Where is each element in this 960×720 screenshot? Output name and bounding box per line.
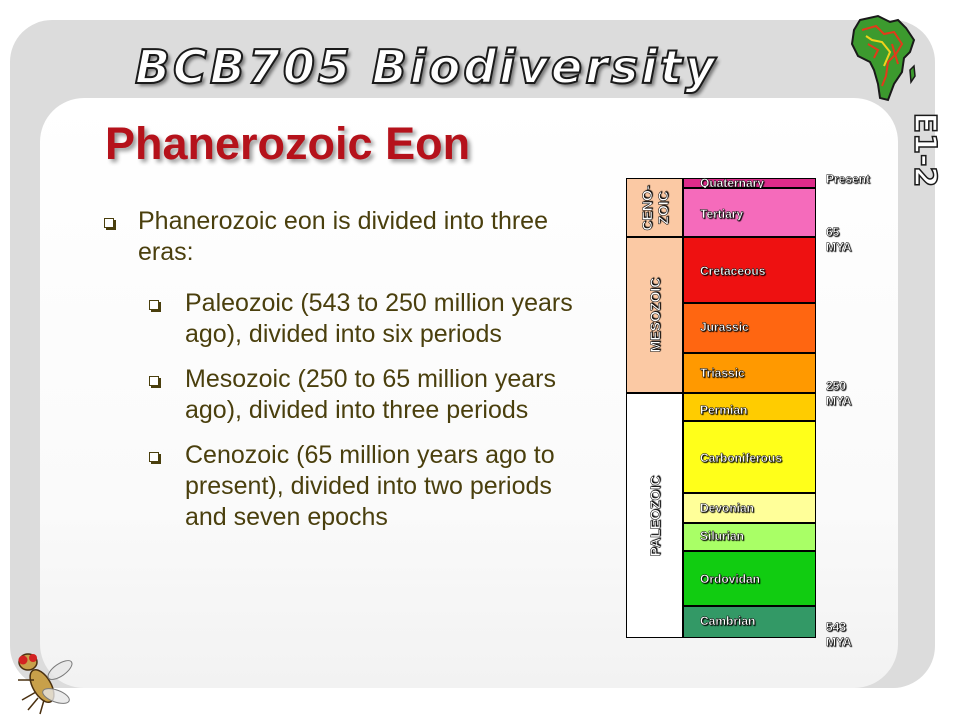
period-label: Permian bbox=[700, 403, 748, 417]
bullet-text: Cenozoic (65 million years ago to presen… bbox=[185, 441, 555, 531]
time-label-present: Present bbox=[826, 172, 871, 186]
fly-icon bbox=[18, 653, 73, 715]
period-label: Quaternary bbox=[700, 176, 765, 190]
period-jurassic: Jurassic bbox=[683, 303, 816, 353]
era-mesozoic: MESOZOIC bbox=[626, 237, 683, 393]
brand-title: BCB705 Biodiversity bbox=[134, 39, 719, 95]
slide-code: E1-2 bbox=[907, 112, 944, 188]
period-ordovidan: Ordovidan bbox=[683, 551, 816, 606]
period-triassic: Triassic bbox=[683, 353, 816, 393]
period-label: Cretaceous bbox=[700, 264, 766, 278]
slide-title: Phanerozoic Eon bbox=[105, 118, 471, 169]
period-tertiary: Tertiary bbox=[683, 188, 816, 237]
bullet-text: Phanerozoic eon is divided into three er… bbox=[138, 207, 548, 266]
era-label: MESOZOIC bbox=[646, 277, 663, 353]
period-cambrian: Cambrian bbox=[683, 606, 816, 638]
period-silurian: Silurian bbox=[683, 523, 816, 551]
checkbox-bullet-icon bbox=[104, 218, 114, 228]
period-label: Silurian bbox=[700, 529, 745, 543]
period-label: Carboniferous bbox=[700, 451, 783, 465]
bullet-item: Paleozoic (543 to 250 million years ago)… bbox=[100, 288, 600, 350]
bullet-item: Mesozoic (250 to 65 million years ago), … bbox=[100, 364, 600, 426]
period-cretaceous: Cretaceous bbox=[683, 237, 816, 303]
africa-map-icon bbox=[850, 14, 916, 102]
time-label-250-mya: 250 MYA bbox=[826, 379, 852, 408]
checkbox-bullet-icon bbox=[149, 376, 159, 386]
period-label: Ordovidan bbox=[700, 572, 761, 586]
bullet-item: Phanerozoic eon is divided into three er… bbox=[100, 206, 600, 268]
period-label: Devonian bbox=[700, 501, 755, 515]
period-label: Triassic bbox=[700, 366, 745, 380]
period-quaternary: Quaternary bbox=[683, 176, 816, 190]
checkbox-bullet-icon bbox=[149, 452, 159, 462]
period-label: Tertiary bbox=[700, 207, 744, 221]
period-permian: Permian bbox=[683, 393, 816, 421]
bullet-text: Paleozoic (543 to 250 million years ago)… bbox=[185, 289, 573, 348]
era-label: PALEOZOIC bbox=[646, 475, 663, 556]
period-label: Jurassic bbox=[700, 320, 749, 334]
era-cenozoic: CENO-ZOIC bbox=[626, 178, 683, 237]
bullet-item: Cenozoic (65 million years ago to presen… bbox=[100, 440, 600, 533]
era-label: CENO-ZOIC bbox=[638, 184, 671, 231]
era-paleozoic: PALEOZOIC bbox=[626, 393, 683, 638]
checkbox-bullet-icon bbox=[149, 300, 159, 310]
bullet-list: Phanerozoic eon is divided into three er… bbox=[100, 206, 600, 533]
period-carboniferous: Carboniferous bbox=[683, 421, 816, 493]
time-label-543-mya: 543 MYA bbox=[826, 620, 852, 649]
time-label-65-mya: 65 MYA bbox=[826, 225, 852, 254]
period-devonian: Devonian bbox=[683, 493, 816, 523]
bullet-text: Mesozoic (250 to 65 million years ago), … bbox=[185, 365, 556, 424]
period-label: Cambrian bbox=[700, 614, 756, 628]
